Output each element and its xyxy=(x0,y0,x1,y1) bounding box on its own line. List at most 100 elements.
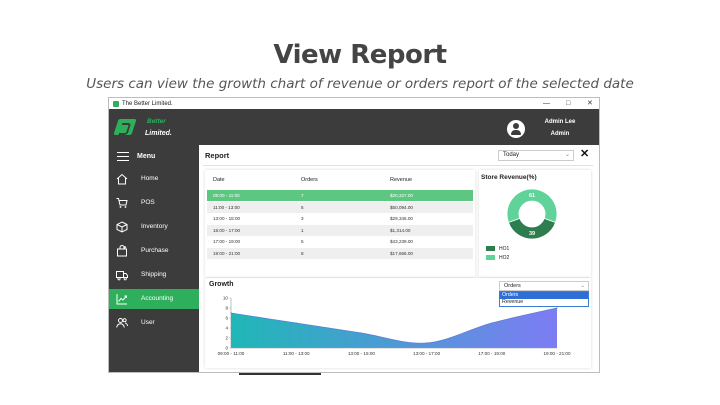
growth-area-chart: 0 2 4 6 8 10 09:00 - 11:00 11:00 - 13:00 13:00 -… xyxy=(218,296,571,356)
dropdown-option-revenue[interactable]: Revenue xyxy=(502,299,524,305)
column-header-orders: Orders xyxy=(301,177,318,183)
growth-title: Growth xyxy=(209,281,234,288)
divider xyxy=(203,165,593,166)
chart-icon xyxy=(116,294,127,305)
x-tick-label: 13:00 - 15:00 xyxy=(348,351,376,356)
y-tick-label: 2 xyxy=(225,336,228,341)
bag-icon xyxy=(117,245,127,257)
slide-subtitle: Users can view the growth chart of reven… xyxy=(86,76,634,92)
sidebar-item-purchase[interactable]: Purchase xyxy=(109,241,199,261)
donut-slice-ho2 xyxy=(506,188,558,223)
truck-icon xyxy=(116,271,128,281)
hamburger-icon[interactable] xyxy=(117,152,129,161)
data-point xyxy=(491,322,493,324)
sidebar-item-shipping[interactable]: Shipping xyxy=(109,265,199,285)
area-series xyxy=(231,308,557,348)
user-name: Admin Lee xyxy=(544,119,576,125)
close-report-button[interactable]: ✕ xyxy=(580,148,590,160)
chevron-down-icon: ⌄ xyxy=(564,152,570,158)
cell-orders: 3 xyxy=(301,216,304,221)
store-revenue-donut: 61 39 xyxy=(506,188,558,240)
cell-revenue: $43,239.00 xyxy=(390,239,413,244)
metric-select[interactable]: Orders ⌄ xyxy=(499,281,589,291)
y-tick-label: 10 xyxy=(223,296,229,301)
cell-date: 17:00 - 19:00 xyxy=(213,239,241,244)
cell-date: 15:00 - 17:00 xyxy=(213,227,241,233)
y-tick-label: 6 xyxy=(225,316,228,321)
report-title: Report xyxy=(205,151,230,160)
legend-label: HO2 xyxy=(499,255,510,261)
data-point xyxy=(426,342,428,344)
table-row[interactable]: 09:00 - 11:00 7 $20,327.00 xyxy=(207,190,473,201)
cell-date: 09:00 - 11:00 xyxy=(213,193,240,198)
table-row[interactable]: 19:00 - 21:00 8 $17,666.00 xyxy=(207,247,473,259)
window-close-button[interactable]: ✕ xyxy=(587,100,593,107)
cell-revenue: $17,666.00 xyxy=(390,250,413,256)
logo-icon xyxy=(113,119,137,135)
sidebar-item-label: Accounting xyxy=(141,295,174,302)
window-titlebar: The Better Limited. — □ ✕ xyxy=(109,98,599,109)
menu-label: Menu xyxy=(137,153,156,160)
user-role: Admin xyxy=(550,131,570,137)
table-row[interactable]: 17:00 - 19:00 5 $43,239.00 xyxy=(207,236,473,247)
metric-value: Orders xyxy=(504,283,521,289)
period-select[interactable]: Today ⌄ xyxy=(498,150,574,161)
sidebar-item-label: Inventory xyxy=(141,223,168,230)
x-tick-label: 13:00 - 17:00 xyxy=(413,351,441,356)
period-value: Today xyxy=(503,152,520,158)
minimize-button[interactable]: — xyxy=(543,100,550,107)
dropdown-option-orders[interactable]: Orders xyxy=(500,292,588,299)
cell-orders: 8 xyxy=(301,250,304,256)
sidebar-item-user[interactable]: User xyxy=(109,313,199,333)
cell-revenue: $20,327.00 xyxy=(390,193,413,198)
store-revenue-title: Store Revenue(%) xyxy=(481,174,537,181)
cart-icon xyxy=(116,198,128,208)
sidebar-item-label: Home xyxy=(141,175,159,182)
avatar-icon[interactable] xyxy=(507,120,525,138)
cell-orders: 7 xyxy=(301,193,304,198)
chevron-down-icon: ⌄ xyxy=(580,283,585,289)
sidebar-item-accounting[interactable]: Accounting xyxy=(109,289,199,309)
report-panel: Report Today ⌄ ✕ Date Orders Revenue 09:… xyxy=(199,145,599,372)
sidebar-item-inventory[interactable]: Inventory xyxy=(109,217,199,237)
data-point xyxy=(230,312,232,314)
sidebar: Menu Home POS Inventory Purchase Shippin… xyxy=(109,145,199,372)
donut-label-ho1: 39 xyxy=(529,231,535,237)
brand-line1: Better xyxy=(147,118,166,125)
sidebar-item-label: Shipping xyxy=(141,271,167,278)
store-revenue-card: Store Revenue(%) 61 39 HO1 HO2 xyxy=(479,170,591,277)
legend-swatch xyxy=(486,246,495,252)
y-tick-label: 8 xyxy=(225,306,228,311)
sidebar-item-home[interactable]: Home xyxy=(109,169,199,189)
cell-revenue: $1,314.00 xyxy=(390,227,411,233)
metric-dropdown-list: Orders Revenue xyxy=(499,291,589,307)
cell-date: 19:00 - 21:00 xyxy=(213,250,241,256)
data-point xyxy=(295,322,297,324)
legend-swatch xyxy=(486,255,495,261)
x-tick-label: 09:00 - 11:00 xyxy=(218,351,245,356)
legend-item-ho1: HO1 xyxy=(486,246,509,252)
column-header-revenue: Revenue xyxy=(390,177,413,183)
report-table: Date Orders Revenue 09:00 - 11:00 7 $20,32… xyxy=(205,170,475,277)
table-row[interactable]: 15:00 - 17:00 1 $1,314.00 xyxy=(207,224,473,236)
cell-orders: 1 xyxy=(301,227,304,233)
cell-revenue: $50,094.00 xyxy=(390,204,413,210)
table-row[interactable]: 13:00 - 15:00 3 $29,345.00 xyxy=(207,213,473,224)
cell-orders: 5 xyxy=(301,239,304,244)
table-row[interactable]: 11:00 - 13:00 5 $50,094.00 xyxy=(207,201,473,213)
sidebar-item-pos[interactable]: POS xyxy=(109,193,199,213)
users-icon xyxy=(116,318,128,328)
window-title: The Better Limited. xyxy=(122,100,173,107)
legend-label: HO1 xyxy=(499,246,510,252)
y-tick-label: 4 xyxy=(225,326,228,331)
column-header-date: Date xyxy=(213,177,225,183)
cell-date: 11:00 - 13:00 xyxy=(213,204,240,210)
x-tick-label: 11:00 - 13:00 xyxy=(283,351,310,356)
cell-revenue: $29,345.00 xyxy=(390,216,413,221)
data-point xyxy=(556,307,558,309)
x-tick-label: 17:00 - 19:00 xyxy=(478,351,506,356)
menu-toggle[interactable]: Menu xyxy=(109,149,199,165)
maximize-button[interactable]: □ xyxy=(566,100,571,107)
y-tick-label: 0 xyxy=(225,346,228,351)
